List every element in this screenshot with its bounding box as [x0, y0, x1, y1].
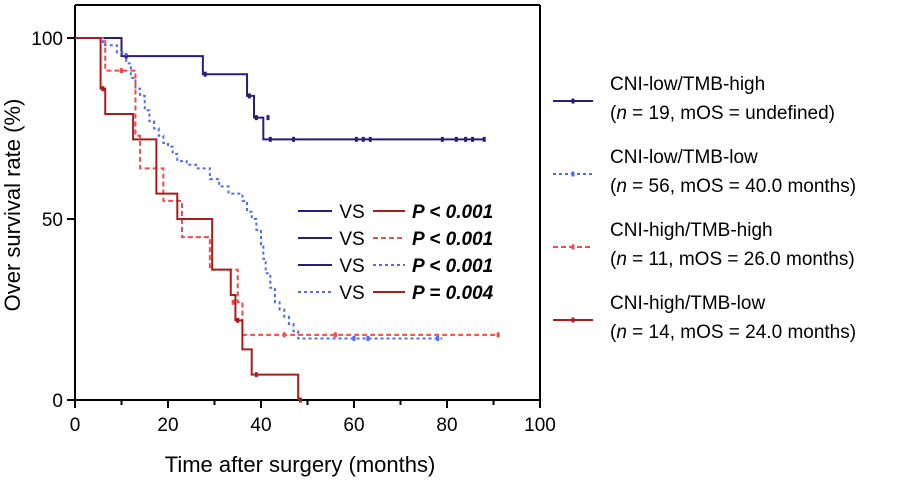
legend: CNI-low/TMB-high(n = 19, mOS = undefined…	[553, 74, 856, 343]
y-ticks: 0 50 100	[31, 29, 75, 412]
comparison-p-value: P < 0.001	[412, 229, 493, 250]
x-axis-title: Time after surgery (months)	[165, 452, 436, 477]
legend-entry-3: CNI-high/TMB-low (n = 14, mOS = 24.0 mont…	[553, 293, 856, 343]
legend-detail-prefix: (	[610, 249, 617, 270]
comparison-vs: VS	[339, 256, 364, 277]
comparison-p-value: P < 0.001	[412, 256, 493, 277]
censor-mark	[368, 136, 372, 142]
legend-censor-mark	[571, 317, 575, 323]
series-layer	[75, 37, 500, 403]
censor-mark	[101, 86, 105, 92]
censor-mark	[496, 332, 500, 338]
censor-mark	[354, 136, 358, 142]
legend-series-name: CNI-high/TMB-high	[610, 220, 773, 241]
legend-entry-0: CNI-low/TMB-high (n = 19, mOS = undefined…	[553, 74, 835, 124]
series-1	[75, 37, 443, 341]
legend-entry-2: CNI-high/TMB-high (n = 11, mOS = 26.0 mon…	[553, 220, 855, 270]
x-tick-label: 40	[250, 415, 271, 436]
comparison-vs: VS	[339, 229, 364, 250]
comparison-row: VS P = 0.004	[298, 283, 494, 304]
legend-censor-mark	[571, 98, 575, 104]
legend-detail-prefix: (	[610, 176, 617, 197]
censor-mark	[124, 53, 128, 59]
censor-mark	[482, 136, 486, 142]
censor-mark	[352, 335, 356, 341]
y-tick-label: 50	[42, 210, 63, 231]
censor-mark	[436, 335, 440, 341]
censor-mark	[247, 93, 251, 99]
censor-mark	[440, 136, 444, 142]
legend-series-name: CNI-low/TMB-low	[610, 147, 758, 168]
legend-detail-rest: = 56, mOS = 40.0 months)	[627, 176, 856, 197]
censor-mark	[203, 71, 207, 77]
x-tick-label: 20	[157, 415, 178, 436]
legend-censor-mark	[571, 171, 575, 177]
censor-mark	[231, 299, 235, 305]
censor-mark	[282, 332, 286, 338]
x-tick-label: 60	[343, 415, 364, 436]
comparison-row: VS P < 0.001	[298, 256, 493, 277]
legend-censor-mark	[571, 244, 575, 250]
censor-mark	[454, 136, 458, 142]
legend-detail-prefix: (	[610, 103, 617, 124]
legend-detail-prefix: (	[610, 322, 617, 343]
series-0	[75, 37, 486, 142]
comparison-annotations: VS P < 0.001 VS P < 0.001 VS P < 0.001 VS P = 0…	[298, 202, 494, 304]
legend-detail-n: n	[616, 322, 627, 343]
legend-detail-rest: = 11, mOS = 26.0 months)	[627, 249, 855, 270]
survival-curve	[75, 37, 443, 340]
censor-mark	[266, 115, 270, 121]
censor-mark	[471, 136, 475, 142]
censor-mark	[366, 335, 370, 341]
censor-mark	[333, 332, 337, 338]
legend-series-detail: (n = 19, mOS = undefined)	[610, 103, 835, 124]
series-2	[75, 37, 500, 338]
survival-curve	[75, 37, 499, 336]
legend-detail-n: n	[616, 103, 627, 124]
legend-detail-n: n	[616, 176, 627, 197]
legend-series-detail: (n = 56, mOS = 40.0 months)	[610, 176, 856, 197]
y-tick-label: 100	[31, 29, 63, 50]
comparison-row: VS P < 0.001	[298, 202, 493, 223]
x-tick-label: 100	[524, 415, 556, 436]
legend-series-detail: (n = 14, mOS = 24.0 months)	[610, 322, 856, 343]
legend-detail-rest: = 19, mOS = undefined)	[627, 103, 835, 124]
x-ticks: 0 20 40 60 80 100	[70, 400, 556, 436]
censor-mark	[236, 317, 240, 323]
survival-curve	[75, 37, 300, 400]
legend-series-detail: (n = 11, mOS = 26.0 months)	[610, 249, 855, 270]
censor-mark	[254, 115, 258, 121]
x-tick-label: 0	[70, 415, 81, 436]
legend-series-name: CNI-high/TMB-low	[610, 293, 765, 314]
legend-detail-rest: = 14, mOS = 24.0 months)	[627, 322, 856, 343]
comparison-vs: VS	[339, 202, 364, 223]
legend-entry-1: CNI-low/TMB-low (n = 56, mOS = 40.0 month…	[553, 147, 856, 197]
censor-mark	[299, 397, 303, 403]
legend-detail-n: n	[616, 249, 627, 270]
censor-mark	[361, 136, 365, 142]
censor-mark	[120, 68, 123, 74]
comparison-row: VS P < 0.001	[298, 229, 493, 250]
comparison-p-value: P < 0.001	[412, 202, 493, 223]
comparison-p-value: P = 0.004	[412, 283, 494, 304]
censor-mark	[254, 372, 258, 378]
y-tick-label: 0	[52, 391, 63, 412]
x-tick-label: 80	[436, 415, 457, 436]
y-axis-title: Over survival rate (%)	[0, 99, 25, 312]
series-3	[75, 37, 303, 403]
censor-mark	[268, 136, 272, 142]
censor-mark	[292, 136, 296, 142]
comparison-vs: VS	[339, 283, 364, 304]
censor-mark	[464, 136, 468, 142]
legend-series-name: CNI-low/TMB-high	[610, 74, 765, 95]
